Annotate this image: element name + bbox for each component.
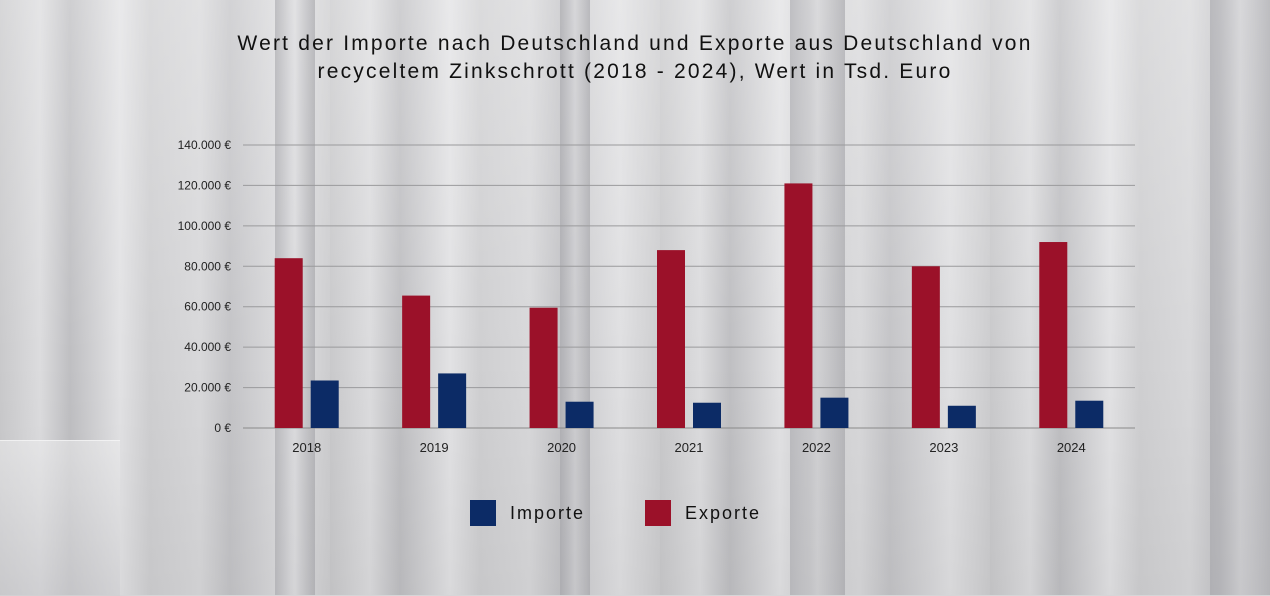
x-tick-label: 2019: [420, 440, 449, 455]
legend-swatch-importe: [470, 500, 496, 526]
y-tick-label: 80.000 €: [184, 259, 231, 273]
x-axis-ticks: 2018 2019 2020 2021 2022 2023 2024: [292, 440, 1085, 455]
bar-importe-2023: [947, 405, 976, 428]
bar-importe-2024: [1075, 400, 1104, 428]
x-tick-label: 2023: [929, 440, 958, 455]
x-tick-label: 2022: [802, 440, 831, 455]
bar-importe-2021: [693, 402, 721, 428]
bar-exporte-2023: [911, 266, 940, 428]
y-tick-label: 120.000 €: [178, 178, 232, 192]
bar-importe-2022: [820, 397, 849, 428]
x-tick-label: 2020: [547, 440, 576, 455]
bar-importe-2018: [310, 380, 339, 428]
bar-exporte-2020: [529, 307, 558, 428]
legend-item-exporte: Exporte: [645, 500, 761, 526]
bar-importe-2020: [565, 401, 594, 428]
background-post: [560, 0, 590, 595]
y-tick-label: 40.000 €: [184, 340, 231, 354]
bar-exporte-2018: [274, 258, 303, 428]
bar-exporte-2021: [657, 250, 685, 428]
x-tick-label: 2018: [292, 440, 321, 455]
bar-exporte-2022: [784, 183, 813, 428]
y-tick-label: 100.000 €: [178, 219, 232, 233]
legend-item-importe: Importe: [470, 500, 585, 526]
legend-label-exporte: Exporte: [685, 502, 762, 523]
background-block: [0, 440, 120, 596]
legend: Importe Exporte: [470, 500, 821, 526]
background-post: [1210, 0, 1270, 595]
legend-label-importe: Importe: [510, 502, 586, 523]
y-tick-label: 140.000 €: [178, 138, 232, 152]
x-tick-label: 2021: [675, 440, 704, 455]
gridlines: [243, 144, 1135, 429]
bar-exporte-2024: [1039, 242, 1068, 428]
y-tick-label: 60.000 €: [184, 300, 231, 314]
y-axis-ticks: 0 € 20.000 € 40.000 € 60.000 € 80.000 € 100.0…: [178, 138, 232, 435]
y-tick-label: 0 €: [214, 421, 231, 435]
bar-importe-2019: [438, 373, 467, 428]
bars: [274, 183, 1104, 428]
y-tick-label: 20.000 €: [184, 381, 231, 395]
bar-exporte-2019: [402, 295, 431, 428]
x-tick-label: 2024: [1057, 440, 1086, 455]
legend-swatch-exporte: [645, 500, 672, 526]
chart-title: Wert der Importe nach Deutschland und Ex…: [237, 32, 1033, 83]
